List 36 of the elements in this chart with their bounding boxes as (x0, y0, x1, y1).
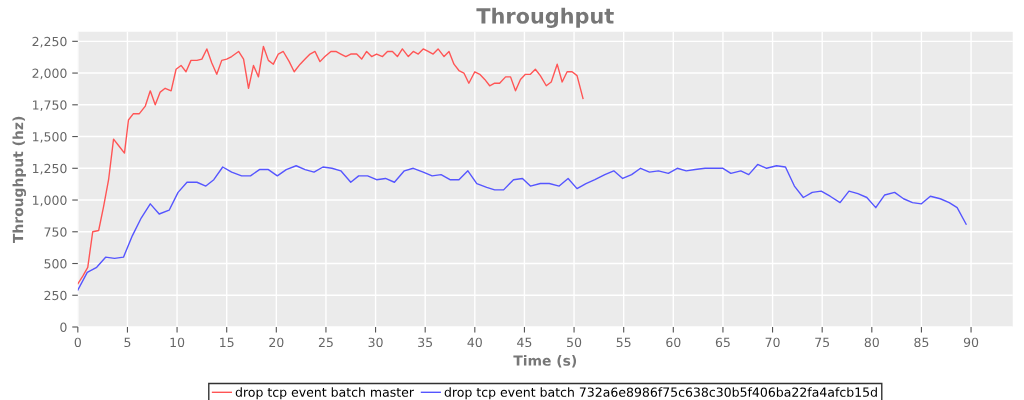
x-tick-label: 15 (220, 337, 234, 348)
legend-label: drop tcp event batch master (235, 387, 414, 400)
line-series (77, 163, 967, 291)
x-tick-label: 85 (914, 337, 929, 348)
x-tick-label: 5 (124, 337, 131, 348)
x-axis-title: Time (s) (513, 355, 577, 368)
x-tick-label: 75 (815, 337, 830, 348)
legend-label: drop tcp event batch 732a6e8986f75c638c30b5f406ba22fa4afcb15d (444, 387, 877, 400)
x-tick-label: 20 (269, 337, 284, 348)
x-tick-label: 10 (170, 337, 185, 348)
y-tick-label: 2,000 (32, 68, 67, 80)
x-tick-label: 30 (368, 337, 383, 348)
y-tick-label: 1,750 (33, 100, 67, 112)
y-tick-label: 250 (44, 290, 67, 301)
x-tick-label: 0 (74, 337, 81, 348)
line-series (77, 45, 584, 285)
x-tick-label: 70 (765, 337, 780, 348)
x-tick-label: 45 (517, 337, 532, 348)
x-tick-label: 40 (467, 337, 482, 348)
y-tick-label: 0 (60, 322, 67, 332)
x-tick-label: 65 (715, 337, 730, 348)
x-tick-label: 35 (418, 337, 433, 348)
x-tick-label: 60 (666, 337, 681, 348)
x-tick-label: 50 (567, 337, 582, 348)
y-axis-title: Throughput (hz) (12, 116, 27, 244)
x-tick-label: 80 (864, 337, 879, 348)
x-tick-label: 25 (318, 337, 333, 348)
y-tick-label: 750 (44, 227, 67, 237)
x-tick-label: 55 (616, 337, 631, 348)
chart-title: Throughput (476, 7, 614, 28)
y-tick-label: 1,500 (33, 132, 67, 143)
y-tick-label: 1,000 (33, 195, 67, 207)
y-tick-label: 500 (44, 258, 67, 269)
y-tick-label: 2,250 (32, 36, 67, 48)
y-tick-label: 1,250 (33, 163, 67, 175)
x-tick-label: 90 (963, 337, 979, 348)
